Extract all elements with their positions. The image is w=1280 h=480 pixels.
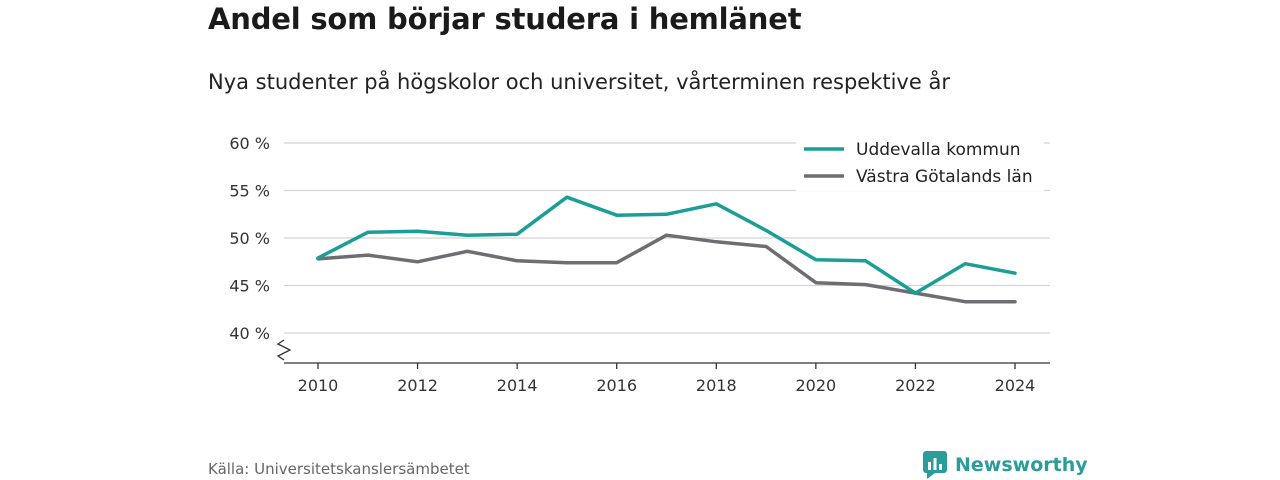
x-tick-label: 2016: [596, 376, 637, 395]
series-line: [316, 195, 1017, 295]
legend-background: [796, 133, 1044, 191]
x-tick-label: 2020: [795, 376, 836, 395]
x-tick-label: 2022: [895, 376, 936, 395]
y-tick-label: 40 %: [229, 324, 270, 343]
y-tick-label: 50 %: [229, 229, 270, 248]
chart-subtitle: Nya studenter på högskolor och universit…: [208, 70, 950, 94]
y-tick-label: 45 %: [229, 277, 270, 296]
source-note: Källa: Universitetskanslersämbetet: [208, 460, 470, 478]
newsworthy-brand[interactable]: Newsworthy: [922, 450, 1088, 480]
newsworthy-logo-icon: [923, 451, 947, 479]
legend-label: Västra Götalands län: [856, 167, 1033, 187]
x-tick-label: 2018: [696, 376, 737, 395]
y-tick-label: 60 %: [229, 134, 270, 153]
x-tick-label: 2014: [497, 376, 538, 395]
y-tick-label: 55 %: [229, 182, 270, 201]
chart-title: Andel som börjar studera i hemlänet: [208, 2, 802, 36]
x-tick-label: 2010: [298, 376, 339, 395]
legend-label: Uddevalla kommun: [856, 140, 1021, 160]
series-line: [316, 233, 1017, 304]
brand-name: Newsworthy: [955, 454, 1088, 476]
x-tick-label: 2012: [397, 376, 438, 395]
x-tick-label: 2024: [995, 376, 1036, 395]
axis-break-icon: [276, 339, 292, 361]
